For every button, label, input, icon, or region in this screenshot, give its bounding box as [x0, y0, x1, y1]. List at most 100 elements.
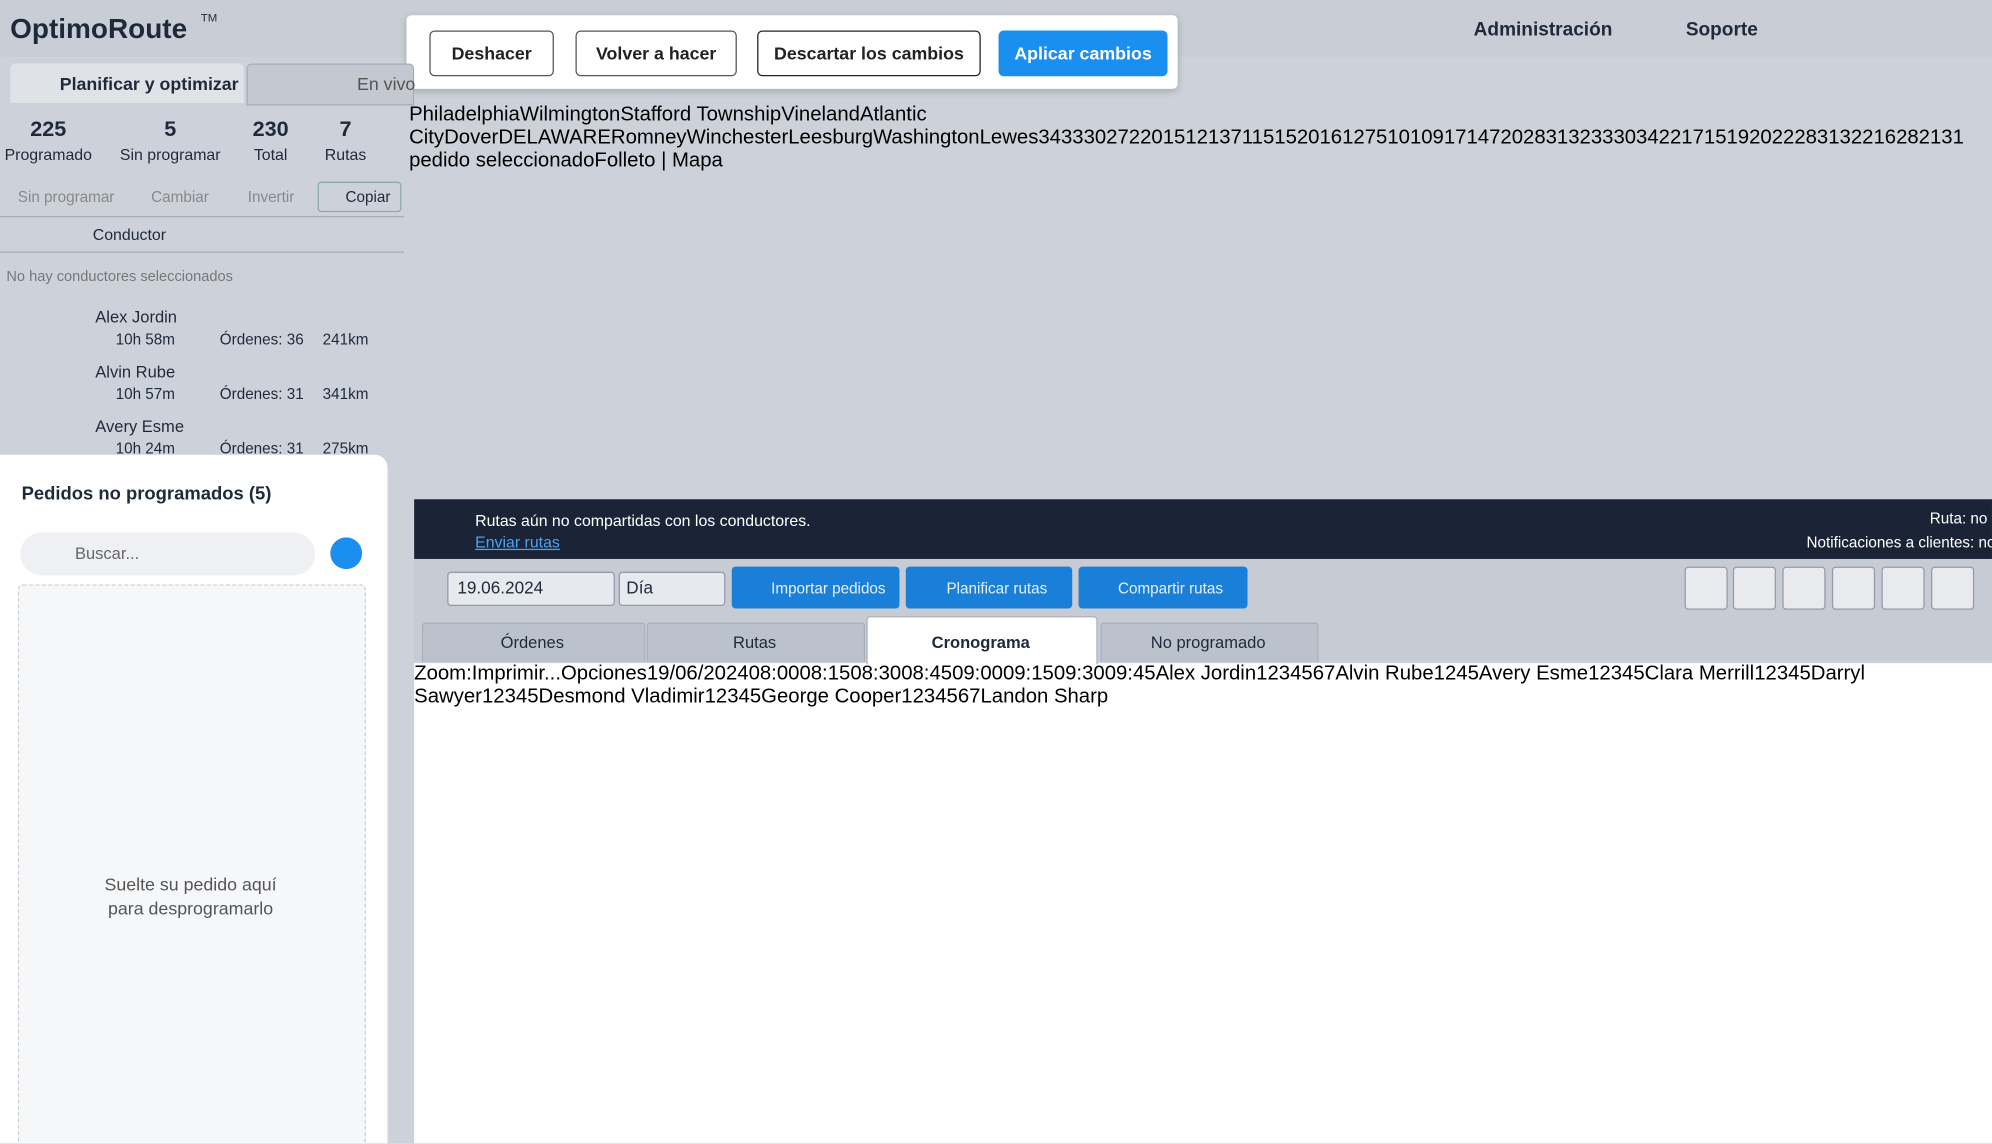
map-pin[interactable]: 2	[1129, 127, 1140, 149]
stop-block[interactable]: 7	[969, 686, 980, 708]
subtab[interactable]	[646, 622, 866, 662]
map-pin[interactable]: 30	[1084, 127, 1107, 149]
map-pin[interactable]: 15	[1274, 127, 1297, 149]
map-pin[interactable]: 33	[1591, 127, 1614, 149]
nav-support[interactable]: Soporte	[1685, 19, 1758, 41]
driver-name[interactable]: Alex Jordin	[95, 307, 177, 327]
map-pin[interactable]: 5	[1263, 127, 1274, 149]
tool-button[interactable]	[1782, 566, 1826, 610]
driver-name[interactable]: Avery Esme	[95, 416, 185, 436]
map-pin[interactable]: 27	[1106, 127, 1129, 149]
stop-block[interactable]: 5	[1301, 663, 1312, 685]
map-pin[interactable]: 34	[1038, 127, 1061, 149]
map-pin[interactable]: 2	[1919, 127, 1930, 149]
map-pin[interactable]: 1	[1930, 127, 1941, 149]
stop-block[interactable]: 3	[1279, 663, 1290, 685]
map-pin[interactable]: 9	[1433, 127, 1444, 149]
map-pin[interactable]: 17	[1444, 127, 1467, 149]
map-pin[interactable]: 3	[1840, 127, 1851, 149]
stop-block[interactable]: 1	[1256, 663, 1267, 685]
stop-block[interactable]: 2	[1445, 663, 1456, 685]
map-pin[interactable]: 15	[1163, 127, 1186, 149]
map-pin[interactable]: 33	[1061, 127, 1084, 149]
map-pin[interactable]: 7	[1365, 127, 1376, 149]
tool-button[interactable]	[1684, 566, 1728, 610]
map-pin[interactable]: 28	[1794, 127, 1817, 149]
subtab-label[interactable]: Cronograma	[931, 632, 1030, 652]
view-select[interactable]	[618, 571, 726, 606]
stop-block[interactable]: 1	[901, 686, 912, 708]
map-pin[interactable]: 7	[1489, 127, 1500, 149]
stop-block[interactable]: 4	[1788, 663, 1799, 685]
control-button[interactable]	[905, 566, 1073, 609]
search-box[interactable]	[20, 532, 316, 576]
banner-link[interactable]: Enviar rutas	[475, 533, 560, 552]
subtab-label[interactable]: Órdenes	[500, 632, 564, 652]
stop-block[interactable]: 4	[739, 686, 750, 708]
map-pin[interactable]: 14	[1466, 127, 1489, 149]
stop-block[interactable]: 2	[1599, 663, 1610, 685]
stop-block[interactable]: 1	[1754, 663, 1765, 685]
subtab[interactable]	[1100, 622, 1319, 662]
subtab[interactable]	[421, 622, 646, 662]
map-pin[interactable]: 28	[1523, 127, 1546, 149]
stop-block[interactable]: 1	[705, 686, 716, 708]
stop-block[interactable]: 4	[516, 686, 527, 708]
control-button[interactable]	[1078, 566, 1248, 609]
add-button[interactable]	[330, 537, 363, 570]
map-pin[interactable]: 32	[1568, 127, 1591, 149]
map-pin[interactable]: 20	[1749, 127, 1772, 149]
tab-label[interactable]: En vivo	[356, 73, 416, 95]
subtab-label[interactable]: No programado	[1150, 632, 1266, 652]
stop-block[interactable]: 4	[1622, 663, 1633, 685]
tool-button[interactable]	[1881, 566, 1925, 610]
stop-block[interactable]: 6	[958, 686, 969, 708]
stop-block[interactable]: 2	[493, 686, 504, 708]
map-pin[interactable]: 12	[1185, 127, 1208, 149]
map-pin[interactable]: 34	[1636, 127, 1659, 149]
map-pin[interactable]: 20	[1297, 127, 1320, 149]
map-pin[interactable]: 7	[1231, 127, 1242, 149]
stop-block[interactable]: 3	[1777, 663, 1788, 685]
map-pin[interactable]: 20	[1140, 127, 1163, 149]
map-pin[interactable]: 15	[1704, 127, 1727, 149]
map-pin[interactable]: 10	[1387, 127, 1410, 149]
map-pin[interactable]: 19	[1726, 127, 1749, 149]
date-input[interactable]	[447, 571, 615, 606]
subtab-label[interactable]: Rutas	[733, 632, 777, 652]
driver-name[interactable]: Alvin Rube	[95, 362, 176, 382]
action-button[interactable]: Descartar los cambios	[757, 30, 981, 77]
toolbar-button[interactable]: Invertir	[247, 188, 295, 206]
stop-block[interactable]: 6	[1313, 663, 1324, 685]
subtab[interactable]	[866, 616, 1098, 665]
map-pin[interactable]: 22	[1659, 127, 1682, 149]
stop-block[interactable]: 1	[1588, 663, 1599, 685]
map-pin[interactable]: 30	[1613, 127, 1636, 149]
stop-block[interactable]: 5	[750, 686, 761, 708]
stop-block[interactable]: 5	[1468, 663, 1479, 685]
toolbar-button[interactable]: Cambiar	[151, 188, 209, 206]
stop-block[interactable]: 2	[1766, 663, 1777, 685]
stop-block[interactable]: 3	[505, 686, 516, 708]
map-pin[interactable]: 20	[1500, 127, 1523, 149]
stop-block[interactable]: 3	[727, 686, 738, 708]
control-button[interactable]	[731, 566, 900, 609]
map-pin[interactable]: 31	[1817, 127, 1840, 149]
map-pin[interactable]: 5	[1376, 127, 1387, 149]
stop-block[interactable]: 3	[924, 686, 935, 708]
stop-block[interactable]: 4	[1456, 663, 1467, 685]
map-pin[interactable]: 12	[1342, 127, 1365, 149]
stop-block[interactable]: 5	[527, 686, 538, 708]
tab-label[interactable]: Planificar y optimizar	[59, 73, 239, 95]
stop-block[interactable]: 7	[1324, 663, 1335, 685]
action-button[interactable]: Volver a hacer	[575, 30, 737, 77]
stop-block[interactable]: 1	[1434, 663, 1445, 685]
stop-block[interactable]: 3	[1611, 663, 1622, 685]
stop-block[interactable]: 4	[935, 686, 946, 708]
map-pin[interactable]: 16	[1319, 127, 1342, 149]
map-pin[interactable]: 22	[1772, 127, 1795, 149]
stop-block[interactable]: 1	[482, 686, 493, 708]
tool-button[interactable]	[1732, 566, 1777, 610]
nav-admin[interactable]: Administración	[1473, 19, 1613, 41]
stop-block[interactable]: 5	[947, 686, 958, 708]
